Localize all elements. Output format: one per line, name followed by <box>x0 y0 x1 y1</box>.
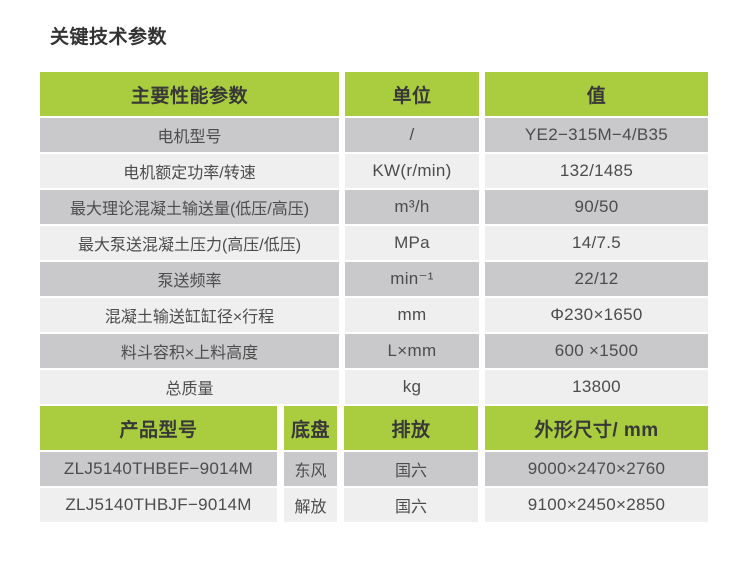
model-cell: ZLJ5140THBEF−9014M <box>40 452 277 486</box>
column-header-model: 产品型号 <box>40 406 277 450</box>
param-cell: 最大理论混凝土输送量(低压/高压) <box>40 190 339 224</box>
value-cell: 600 ×1500 <box>485 334 708 368</box>
unit-cell: KW(r/min) <box>345 154 479 188</box>
unit-cell: min⁻¹ <box>345 262 479 296</box>
chassis-cell: 解放 <box>284 488 337 522</box>
param-cell: 泵送频率 <box>40 262 339 296</box>
param-cell: 混凝土输送缸缸径×行程 <box>40 298 339 332</box>
column-header-emission: 排放 <box>344 406 478 450</box>
param-cell: 最大泵送混凝土压力(高压/低压) <box>40 226 339 260</box>
unit-cell: / <box>345 118 479 152</box>
chassis-cell: 东风 <box>284 452 337 486</box>
value-cell: Φ230×1650 <box>485 298 708 332</box>
param-cell: 总质量 <box>40 370 339 404</box>
unit-cell: MPa <box>345 226 479 260</box>
value-cell: YE2−315M−4/B35 <box>485 118 708 152</box>
unit-cell: kg <box>345 370 479 404</box>
spec-tables: 主要性能参数 单位 值 电机型号 / YE2−315M−4/B35 电机额定功率… <box>40 72 708 522</box>
page-title: 关键技术参数 <box>50 27 168 48</box>
model-table: 产品型号 底盘 排放 外形尺寸/ mm ZLJ5140THBEF−9014M 东… <box>40 406 708 522</box>
column-header-parameter: 主要性能参数 <box>40 72 339 116</box>
column-header-value: 值 <box>485 72 708 116</box>
param-cell: 料斗容积×上料高度 <box>40 334 339 368</box>
column-header-unit: 单位 <box>345 72 479 116</box>
unit-cell: m³/h <box>345 190 479 224</box>
unit-cell: mm <box>345 298 479 332</box>
dimensions-cell: 9100×2450×2850 <box>485 488 708 522</box>
param-cell: 电机型号 <box>40 118 339 152</box>
param-cell: 电机额定功率/转速 <box>40 154 339 188</box>
unit-cell: L×mm <box>345 334 479 368</box>
model-cell: ZLJ5140THBJF−9014M <box>40 488 277 522</box>
value-cell: 132/1485 <box>485 154 708 188</box>
value-cell: 90/50 <box>485 190 708 224</box>
emission-cell: 国六 <box>344 488 478 522</box>
column-header-dimensions: 外形尺寸/ mm <box>485 406 708 450</box>
value-cell: 14/7.5 <box>485 226 708 260</box>
column-header-chassis: 底盘 <box>284 406 337 450</box>
main-parameters-table: 主要性能参数 单位 值 电机型号 / YE2−315M−4/B35 电机额定功率… <box>40 72 708 404</box>
value-cell: 13800 <box>485 370 708 404</box>
dimensions-cell: 9000×2470×2760 <box>485 452 708 486</box>
emission-cell: 国六 <box>344 452 478 486</box>
value-cell: 22/12 <box>485 262 708 296</box>
